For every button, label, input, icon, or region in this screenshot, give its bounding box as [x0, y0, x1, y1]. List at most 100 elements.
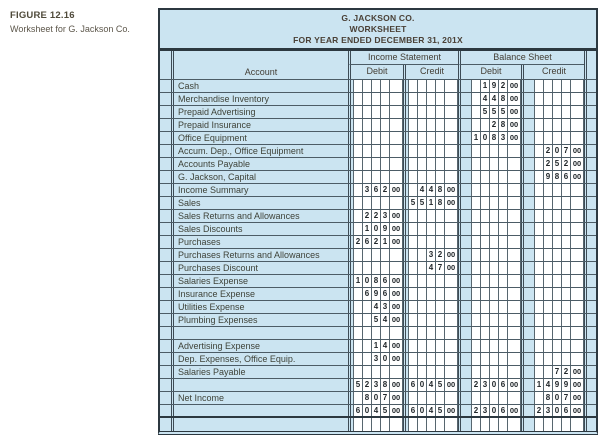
digit-cell [435, 392, 444, 405]
right-margin-cell [584, 353, 596, 366]
bs-debit-amount-cell [458, 249, 521, 262]
digit-cell [561, 340, 570, 353]
right-margin-cell [584, 314, 596, 327]
digit-cell [498, 301, 507, 314]
is-debit-amount-cell: 2 2 3 00 [348, 210, 403, 223]
digit-cell: 8 [552, 171, 561, 184]
cents-cell [570, 249, 584, 262]
digit-cell [561, 288, 570, 301]
digit-cell [543, 275, 552, 288]
digit-cell [426, 223, 435, 236]
digit-cell [498, 327, 507, 340]
cents-cell: 00 [444, 249, 458, 262]
digit-cell [353, 392, 362, 405]
bs-credit-amount-cell [521, 132, 584, 145]
bs-debit-amount-cell [458, 184, 521, 197]
right-margin-cell [584, 379, 596, 392]
digit-cell [408, 93, 417, 106]
digit-cell [552, 119, 561, 132]
is-credit-amount-cell [403, 340, 458, 353]
is-debit-amount-cell: 1 4 00 [348, 340, 403, 353]
cents-cell [444, 93, 458, 106]
digit-cell [561, 301, 570, 314]
digit-cell [534, 210, 543, 223]
digit-cell [362, 262, 371, 275]
post-ref-cell [160, 288, 171, 300]
cents-cell [444, 275, 458, 288]
digit-cell [471, 327, 480, 340]
digit-cell [543, 210, 552, 223]
digit-cell [408, 314, 417, 327]
account-name-cell: Net Income [171, 392, 348, 405]
digit-cell [561, 418, 570, 432]
digit-cell [435, 210, 444, 223]
digit-cell [435, 301, 444, 314]
cents-cell [507, 353, 521, 366]
right-margin-cell [584, 158, 596, 171]
digit-cell [426, 106, 435, 119]
digit-cell [471, 340, 480, 353]
is-credit-amount-cell [403, 223, 458, 236]
bs-debit-amount-cell [458, 236, 521, 249]
digit-cell [371, 158, 380, 171]
digit-cell [561, 119, 570, 132]
digit-cell [362, 106, 371, 119]
digit-cell [435, 171, 444, 184]
is-credit-amount-cell [403, 236, 458, 249]
digit-cell: 2 [371, 236, 380, 249]
account-column-header: Account [171, 51, 348, 80]
digit-cell: 6 [561, 405, 570, 417]
post-ref-cell [160, 340, 171, 352]
digit-cell: 1 [471, 132, 480, 145]
digit-cell [426, 353, 435, 366]
cents-cell [507, 171, 521, 184]
digit-cell [552, 275, 561, 288]
digit-cell [408, 223, 417, 236]
digit-cell [408, 249, 417, 262]
cents-cell [570, 106, 584, 119]
digit-cell: 0 [552, 392, 561, 405]
digit-cell: 1 [362, 223, 371, 236]
digit-cell: 2 [471, 405, 480, 417]
digit-cell [362, 132, 371, 145]
cents-cell [507, 184, 521, 197]
digit-cell [371, 366, 380, 379]
cents-cell: 00 [389, 353, 403, 366]
digit-cell [471, 119, 480, 132]
right-margin-cell [584, 392, 596, 405]
is-debit-amount-cell: 3 0 00 [348, 353, 403, 366]
post-ref-cell [160, 119, 171, 131]
digit-cell [489, 314, 498, 327]
cents-cell [570, 223, 584, 236]
right-margin-cell [584, 340, 596, 353]
cents-cell [570, 327, 584, 340]
digit-cell [498, 340, 507, 353]
digit-cell [471, 366, 480, 379]
is-debit-amount-cell [348, 80, 403, 93]
digit-cell [480, 119, 489, 132]
cents-cell [507, 197, 521, 210]
digit-cell [380, 93, 389, 106]
cents-cell: 00 [389, 405, 403, 417]
digit-cell [543, 93, 552, 106]
income-statement-debit-header: Debit [348, 65, 403, 80]
bs-debit-amount-cell [458, 340, 521, 353]
cents-cell: 00 [389, 210, 403, 223]
post-ref-cell [160, 132, 171, 144]
digit-cell [417, 223, 426, 236]
digit-cell [417, 80, 426, 93]
digit-cell: 5 [552, 158, 561, 171]
digit-cell [543, 106, 552, 119]
is-credit-amount-cell [403, 301, 458, 314]
digit-cell [489, 184, 498, 197]
worksheet-row: Cash 1 9 2 00 [160, 80, 596, 94]
digit-cell [417, 262, 426, 275]
digit-cell [435, 132, 444, 145]
digit-cell [471, 236, 480, 249]
right-margin-cell [584, 275, 596, 288]
account-name-cell: Insurance Expense [171, 288, 348, 301]
digit-cell [561, 314, 570, 327]
balance-sheet-debit-header: Debit [458, 65, 521, 80]
worksheet-title-box: G. JACKSON CO. WORKSHEET FOR YEAR ENDED … [158, 8, 598, 51]
cents-cell [507, 314, 521, 327]
